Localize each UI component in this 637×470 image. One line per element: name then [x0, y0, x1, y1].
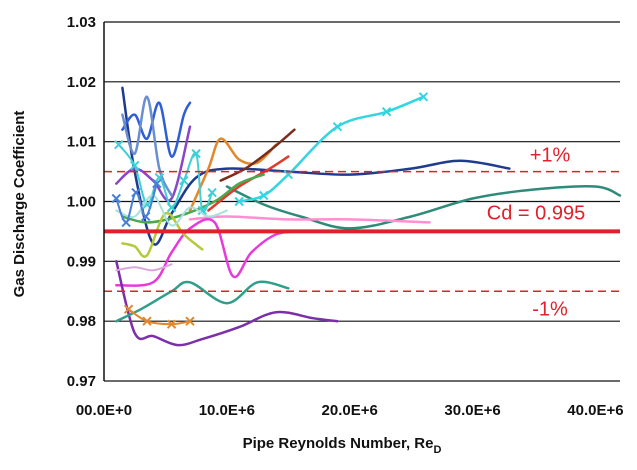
x-tick-label: 10.0E+6 — [199, 402, 255, 419]
data-point-marker — [131, 187, 141, 198]
data-point-marker — [142, 316, 152, 326]
series-line — [188, 215, 431, 224]
data-point-marker — [152, 178, 162, 189]
y-tick-label: 0.98 — [67, 313, 96, 330]
series-13 — [121, 211, 204, 258]
data-point-marker — [130, 160, 140, 171]
series-4 — [188, 215, 431, 224]
data-point-marker — [141, 211, 151, 222]
series-8 — [188, 137, 278, 212]
data-point-marker — [154, 172, 164, 183]
data-point-marker — [114, 139, 124, 150]
reference-line-label: -1% — [532, 298, 568, 320]
data-point-marker — [166, 202, 177, 213]
x-tick-label: 40.0E+6 — [567, 402, 623, 419]
series-line — [115, 263, 173, 272]
series-14 — [121, 101, 192, 158]
series-line — [115, 218, 302, 287]
series-10 — [219, 128, 296, 182]
reference-line-label: Cd = 0.995 — [487, 202, 585, 224]
series-line — [121, 95, 173, 197]
x-axis-title-main: Pipe Reynolds Number, Re — [243, 435, 434, 452]
y-tick-label: 1.01 — [67, 134, 96, 151]
series-line — [121, 211, 204, 258]
series-17 — [114, 139, 217, 216]
data-point-marker — [332, 122, 343, 132]
y-tick-label: 0.99 — [67, 253, 96, 270]
series-7 — [115, 280, 290, 323]
data-point-marker — [121, 217, 131, 228]
data-point-marker — [418, 92, 429, 102]
y-tick-label: 1.00 — [67, 194, 96, 211]
x-tick-label: 00.0E+0 — [76, 402, 132, 419]
data-point-marker — [259, 190, 269, 201]
x-axis-title: Pipe Reynolds Number, ReD — [243, 435, 442, 456]
series-16 — [121, 95, 173, 197]
x-tick-label: 30.0E+6 — [444, 402, 500, 419]
data-point-marker — [207, 187, 217, 198]
x-tick-labels: 00.0E+0 10.0E+6 20.0E+6 30.0E+6 40.0E+6 — [76, 402, 624, 419]
reference-line-label: +1% — [530, 145, 571, 167]
data-point-marker — [123, 304, 134, 314]
series-19 — [115, 263, 173, 272]
data-point-marker — [185, 316, 195, 326]
y-tick-label: 1.02 — [67, 74, 96, 91]
data-point-marker — [197, 205, 207, 216]
series-line — [115, 260, 339, 347]
data-point-marker — [111, 193, 121, 204]
series-line — [121, 101, 192, 158]
data-point-marker — [179, 175, 189, 186]
series-line — [115, 280, 290, 323]
data-point-marker — [234, 196, 244, 207]
data-point-marker — [381, 107, 392, 117]
series-6 — [115, 260, 339, 347]
reference-lines: Cd = 0.995 +1% -1% — [104, 145, 620, 320]
y-tick-label: 1.03 — [67, 14, 96, 31]
series-20 — [111, 178, 162, 228]
series-line — [225, 185, 622, 230]
data-point-marker — [166, 319, 177, 329]
series-line — [115, 194, 228, 227]
series-18 — [115, 194, 228, 227]
series-9 — [123, 304, 195, 329]
series-group — [111, 86, 622, 347]
y-tick-label: 0.97 — [67, 373, 96, 390]
y-axis-title: Gas Discharge Coefficient — [11, 111, 28, 298]
series-2 — [225, 185, 622, 230]
series-line — [219, 128, 296, 182]
series-line — [188, 137, 278, 212]
x-axis-title-subscript: D — [433, 444, 441, 456]
x-tick-label: 20.0E+6 — [322, 402, 378, 419]
series-line — [127, 308, 191, 326]
series-5 — [115, 218, 302, 287]
y-tick-labels: 0.97 0.98 0.99 1.00 1.01 1.02 1.03 — [67, 14, 96, 390]
data-point-marker — [191, 148, 201, 159]
series-3 — [234, 92, 429, 207]
